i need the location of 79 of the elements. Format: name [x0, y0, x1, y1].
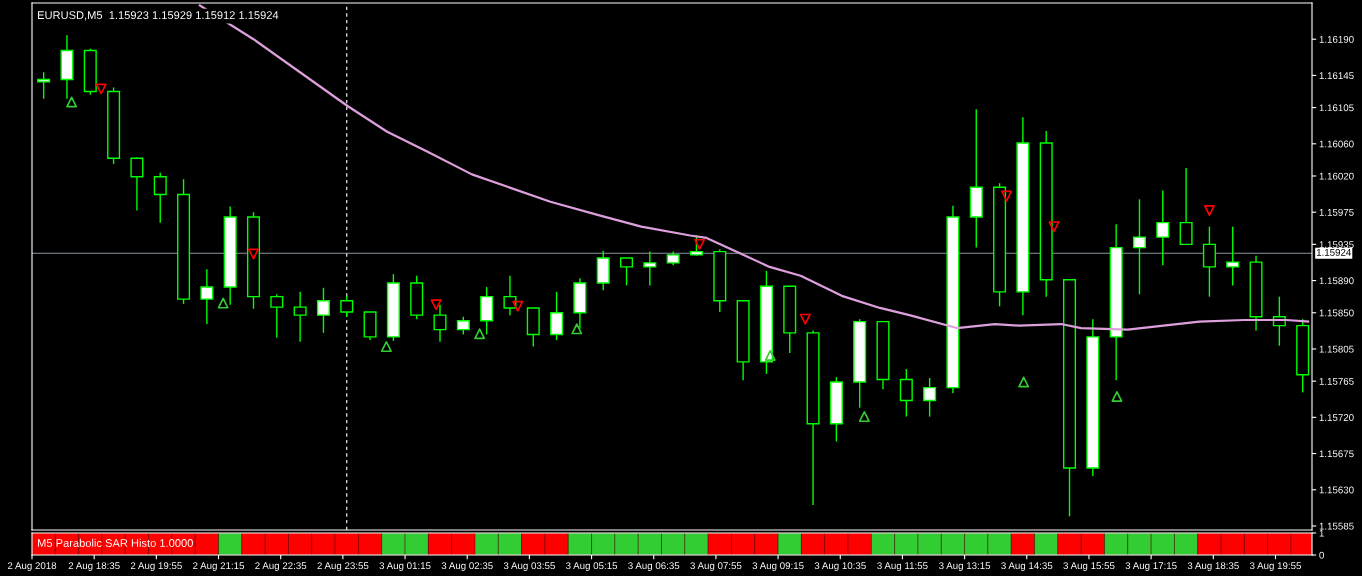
candlestick [1179, 167, 1193, 246]
x-tick-label: 2 Aug 21:15 [193, 562, 245, 572]
candlestick [620, 257, 634, 287]
point [1048, 221, 1060, 233]
candlestick [923, 377, 937, 418]
x-tick-label: 3 Aug 05:15 [565, 562, 618, 572]
y-tick-label: 1.15975 [1319, 208, 1354, 216]
y-tick-label: 1.16145 [1319, 72, 1354, 80]
y-tick-label: 1.16020 [1319, 172, 1354, 180]
candlestick [643, 250, 657, 287]
y-tick-label: 1.15805 [1319, 345, 1354, 353]
x-tick-label: 3 Aug 19:55 [1249, 562, 1302, 572]
point [799, 313, 811, 325]
point [66, 96, 78, 108]
x-tick-label: 3 Aug 07:55 [690, 562, 742, 572]
x-tick-label: 3 Aug 13:15 [939, 562, 991, 572]
x-tick-label: 3 Aug 14:35 [1001, 562, 1053, 572]
point [430, 299, 442, 311]
x-tick-label: 3 Aug 15:55 [1063, 562, 1115, 572]
x-tick-label: 3 Aug 02:35 [441, 562, 493, 572]
candlestick [550, 291, 564, 341]
candlestick [1202, 225, 1216, 298]
candlestick [433, 304, 447, 343]
point [571, 323, 583, 335]
y-tick-label: 1.15720 [1319, 414, 1354, 421]
line-series [198, 4, 1310, 331]
y-tick-label: 1.16105 [1319, 104, 1354, 112]
point [764, 349, 776, 361]
candlestick [316, 287, 330, 334]
candlestick [899, 368, 913, 418]
y-tick-label: 1.15935 [1319, 241, 1354, 248]
ref-line-label: 1.15924 [1316, 248, 1352, 256]
candlestick [1156, 189, 1170, 266]
candlestick [340, 295, 354, 318]
chart-title: M5 Parabolic SAR Histo 1.0000 [38, 538, 193, 547]
candlestick [200, 268, 214, 325]
x-tick-label: 3 Aug 10:35 [814, 562, 866, 572]
point [694, 238, 706, 250]
point [474, 328, 486, 340]
point [95, 83, 107, 95]
y-tick-label: 1.16190 [1319, 35, 1354, 43]
y-tick-label: 1.15675 [1319, 450, 1354, 458]
x-tick-label: 2 Aug 19:55 [130, 562, 182, 572]
y-tick-label: 1.16060 [1319, 140, 1354, 148]
y-tick-label: 1.15850 [1319, 309, 1354, 317]
y-tick-label: 1.15890 [1319, 277, 1354, 285]
point [512, 300, 524, 312]
x-tick-label: 3 Aug 03:55 [503, 562, 555, 572]
x-tick-label: 3 Aug 09:15 [752, 562, 804, 572]
text: EURUSD,M5 1.15923 1.15929 1.15912 1.15924 [38, 11, 279, 21]
y-tick-label: 1 [1319, 529, 1324, 537]
candlestick [153, 172, 167, 224]
x-tick-label: 2 Aug 23:55 [317, 562, 369, 572]
x-tick-label: 3 Aug 06:35 [628, 562, 680, 572]
point [1001, 190, 1013, 202]
y-tick-label: 1.15765 [1319, 377, 1354, 385]
candlestick [1132, 198, 1146, 295]
point [1111, 390, 1123, 402]
y-tick-label: 1.15585 [1319, 522, 1354, 530]
x-tick-label: 3 Aug 01:15 [379, 562, 431, 572]
y-tick-label: 0 [1319, 551, 1324, 559]
x-tick-label: 3 Aug 17:15 [1125, 562, 1177, 572]
candlestick [130, 156, 144, 212]
x-tick-label: 3 Aug 18:35 [1187, 562, 1239, 572]
point [1203, 205, 1215, 217]
x-tick-label: 3 Aug 11:55 [877, 562, 928, 572]
candlestick [37, 71, 51, 100]
candlestick [293, 291, 307, 343]
y-tick-label: 1.15630 [1319, 486, 1354, 494]
x-tick-label: 2 Aug 2018 [7, 562, 57, 572]
x-tick-label: 2 Aug 18:35 [68, 562, 120, 572]
point [858, 411, 870, 423]
point [380, 341, 392, 353]
candlestick [270, 293, 284, 339]
x-tick-label: 2 Aug 22:35 [255, 562, 307, 572]
point [217, 297, 229, 309]
point [248, 248, 259, 260]
candlestick [1226, 225, 1240, 287]
point [1018, 376, 1030, 388]
